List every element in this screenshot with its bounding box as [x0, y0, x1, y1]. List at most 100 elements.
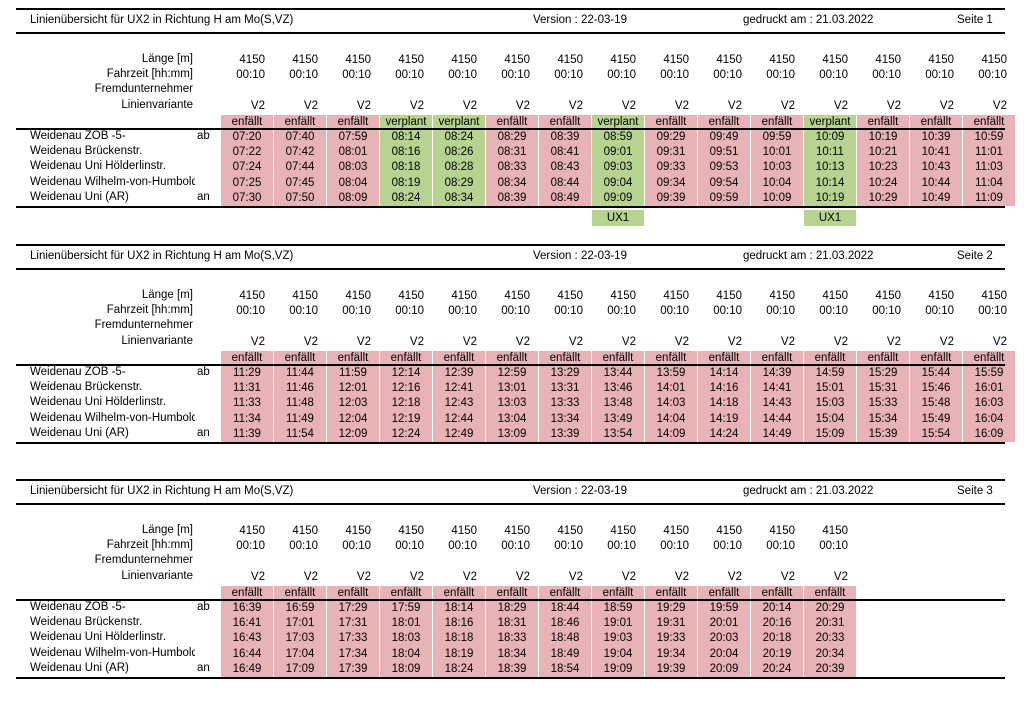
trip-length: 4150 [557, 525, 583, 537]
trip-time: 11:39 [233, 427, 261, 440]
trip-time: 13:39 [550, 427, 580, 440]
trip-time: 08:43 [550, 161, 580, 174]
trip-time: 19:31 [656, 617, 686, 630]
trip-time: 16:41 [232, 617, 262, 630]
trip-time: 10:29 [868, 191, 898, 204]
trip-times-block [698, 600, 750, 677]
printed-date: gedruckt am : 21.03.2022 [743, 14, 874, 26]
trip-status: enfällt [486, 115, 538, 130]
row-label-contractor: Fremdunternehmer [94, 83, 193, 95]
trip-status: enfällt [380, 351, 432, 366]
trip-time: 10:04 [762, 176, 792, 189]
trip-duration: 00:10 [501, 305, 530, 317]
trip-time: 18:09 [391, 662, 421, 675]
trip-duration: 00:10 [766, 69, 795, 81]
trip-time: 09:49 [709, 131, 739, 143]
trip-time: 15:09 [815, 427, 845, 440]
trip-times-block [963, 365, 1015, 442]
trip-time: 08:14 [391, 131, 421, 143]
trip-time: 10:49 [921, 191, 951, 204]
trip-length: 4150 [292, 54, 318, 66]
trip-time: 09:31 [656, 146, 686, 159]
trip-variant: V2 [409, 336, 424, 348]
trip-variant: V2 [568, 571, 583, 583]
trip-length: 4150 [822, 54, 848, 66]
trip-time: 18:03 [391, 632, 421, 645]
page-number: Seite 1 [957, 14, 993, 26]
trip-time: 17:39 [338, 662, 368, 675]
trip-time: 09:39 [656, 191, 686, 204]
trip-time: 19:01 [603, 617, 633, 630]
trip-time: 10:44 [921, 176, 951, 189]
trip-time: 11:03 [975, 161, 1003, 174]
trip-time: 08:24 [444, 131, 474, 143]
trip-variant: V2 [515, 336, 530, 348]
trip-time: 09:59 [709, 191, 739, 204]
trip-times-block [910, 365, 962, 442]
trip-time: 12:01 [338, 382, 368, 395]
trip-times-block [804, 129, 856, 206]
trip-time: 20:04 [709, 647, 739, 660]
trip-time: 07:45 [285, 176, 315, 189]
trip-time: 20:34 [815, 647, 845, 660]
trip-time: 13:49 [603, 412, 633, 425]
trip-time: 10:41 [921, 146, 951, 159]
trip-variant: V2 [462, 100, 477, 112]
trip-status: enfällt [751, 115, 803, 130]
trip-time: 20:16 [762, 617, 792, 630]
trip-time: 12:44 [444, 412, 474, 425]
trip-length: 4150 [610, 525, 636, 537]
trip-length: 4150 [716, 54, 742, 66]
trip-time: 18:54 [550, 662, 580, 675]
trip-length: 4150 [663, 290, 689, 302]
trip-duration: 00:10 [342, 540, 371, 552]
trip-time: 18:46 [550, 617, 580, 630]
trip-time: 16:04 [974, 412, 1004, 425]
trip-times-block [539, 365, 591, 442]
trip-variant: V2 [250, 336, 265, 348]
trip-time: 16:59 [285, 602, 315, 614]
trip-times-block [751, 365, 803, 442]
trip-time: 10:19 [868, 131, 898, 143]
trip-variant: V2 [727, 336, 742, 348]
row-label-variant: Linienvariante [121, 335, 193, 347]
trip-times-block [592, 600, 644, 677]
page-title: Linienübersicht für UX2 in Richtung H am… [30, 485, 294, 497]
trip-variant: V2 [674, 571, 689, 583]
trip-times-block [910, 129, 962, 206]
trip-time: 10:19 [815, 191, 845, 204]
trip-duration: 00:10 [819, 540, 848, 552]
trip-time: 12:24 [391, 427, 421, 440]
trip-variant: V2 [462, 336, 477, 348]
trip-variant: V2 [250, 100, 265, 112]
trip-time: 20:29 [815, 602, 845, 614]
trip-length: 4150 [769, 290, 795, 302]
trip-duration: 00:10 [978, 305, 1007, 317]
trip-duration: 00:10 [342, 69, 371, 81]
trip-variant: V2 [621, 336, 636, 348]
trip-variant: V2 [515, 571, 530, 583]
trip-time: 14:04 [656, 412, 686, 425]
trip-time: 15:46 [921, 382, 951, 395]
page-title: Linienübersicht für UX2 in Richtung H am… [30, 250, 294, 262]
trip-time: 08:33 [497, 161, 527, 174]
trip-status: enfällt [645, 586, 697, 601]
trip-duration: 00:10 [501, 540, 530, 552]
trip-length: 4150 [875, 54, 901, 66]
stop-name: Weidenau Wilhelm-von-Humboldt [30, 411, 195, 424]
trip-status: enfällt [274, 115, 326, 130]
trip-status: enfällt [804, 351, 856, 366]
table-rule-bottom [16, 677, 1005, 679]
page-number: Seite 3 [957, 485, 993, 497]
trip-time: 09:09 [603, 191, 633, 204]
trip-status: enfällt [380, 586, 432, 601]
trip-duration: 00:10 [395, 305, 424, 317]
trip-times-block [327, 365, 379, 442]
trip-time: 19:03 [603, 632, 633, 645]
trip-status: enfällt [698, 586, 750, 601]
trip-time: 13:09 [497, 427, 527, 440]
trip-time: 17:31 [338, 617, 368, 630]
trip-time: 08:31 [497, 146, 527, 159]
trip-time: 13:04 [497, 412, 527, 425]
trip-status: enfällt [486, 586, 538, 601]
